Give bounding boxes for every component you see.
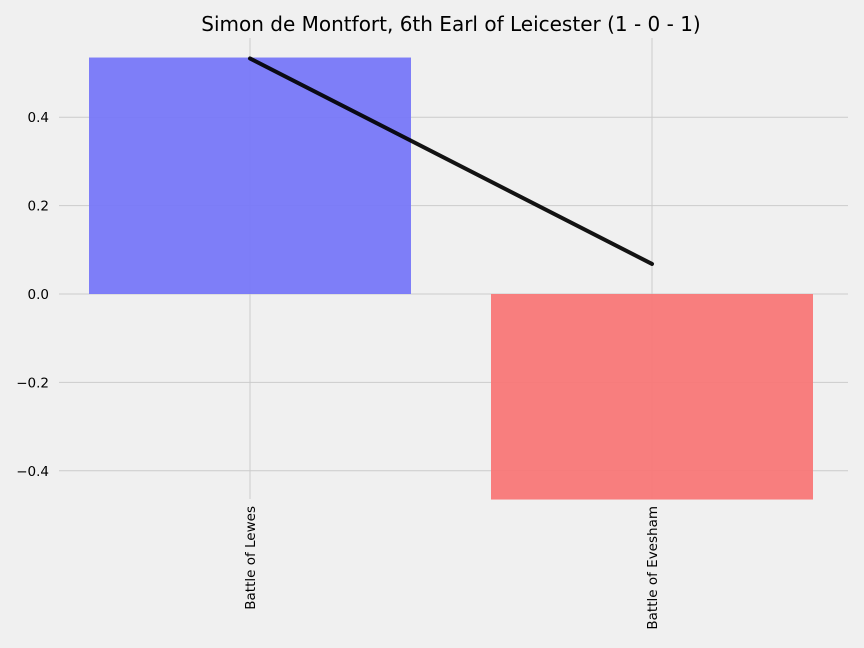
- chart-title: Simon de Montfort, 6th Earl of Leicester…: [201, 12, 700, 36]
- y-axis-ticks: −0.4 −0.2 0.0 0.2 0.4: [16, 110, 49, 480]
- y-tick-label: −0.4: [16, 464, 49, 480]
- trend-line: [248, 56, 654, 266]
- y-tick-label: 0.2: [28, 199, 49, 215]
- y-tick-label: 0.0: [28, 287, 49, 303]
- x-tick-label: Battle of Evesham: [645, 506, 661, 630]
- x-tick-label: Battle of Lewes: [243, 506, 259, 610]
- x-axis-ticks: Battle of Lewes Battle of Evesham: [243, 506, 661, 630]
- trend-line-layer: [248, 56, 654, 266]
- bar: [491, 294, 813, 500]
- y-tick-label: 0.4: [28, 110, 49, 126]
- bars: [89, 57, 813, 500]
- y-tick-label: −0.2: [16, 375, 49, 391]
- bar: [89, 57, 411, 294]
